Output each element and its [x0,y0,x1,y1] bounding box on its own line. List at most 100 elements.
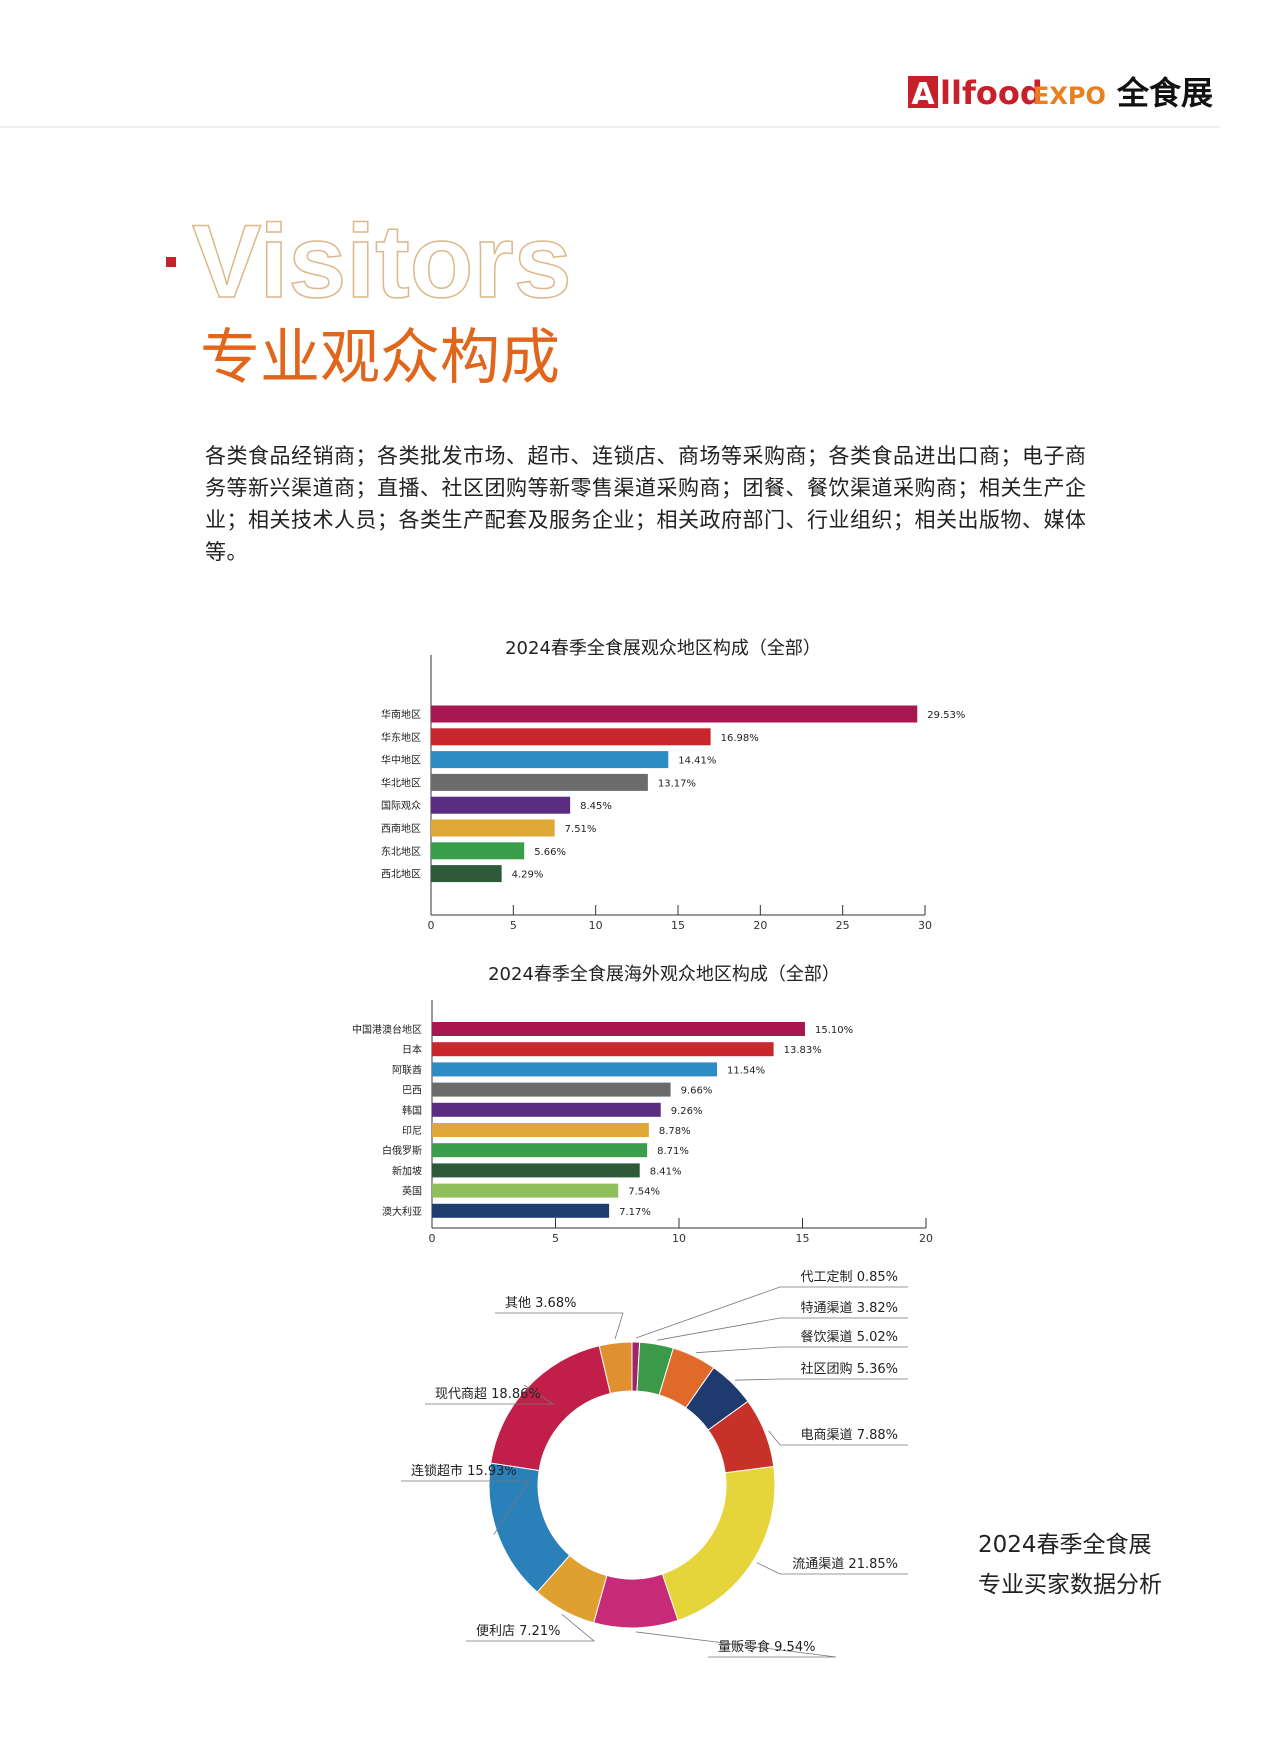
x-tick-label: 15 [796,1232,810,1245]
slice-value: 3.68% [535,1296,576,1311]
slice-category: 电商渠道 [801,1428,853,1443]
slice-category: 其他 [505,1296,531,1311]
slice-category: 现代商超 [435,1387,487,1402]
category-label: 西南地区 [381,822,421,835]
logo-box [908,76,938,108]
leader-line [401,1480,530,1536]
value-label: 9.66% [681,1086,713,1097]
bar [432,1082,671,1097]
category-label: 西北地区 [381,868,421,881]
slice-category: 连锁超市 [411,1463,463,1479]
value-label: 8.41% [650,1166,682,1177]
description: 各类食品经销商；各类批发市场、超市、连锁店、商场等采购商；各类食品进出口商；电子… [205,444,1087,564]
bar [431,819,555,837]
chart-title: 2024春季全食展观众地区构成（全部） [505,638,821,659]
slice-label: 电商渠道 7.88% [801,1428,898,1443]
bar [431,796,571,814]
logo-en: llfood [940,74,1043,112]
bar [432,1022,805,1036]
bar [431,865,502,883]
value-label: 8.78% [659,1126,691,1137]
leader-line [466,1613,596,1642]
leader-line [636,1631,837,1658]
value-label: 11.54% [727,1065,765,1076]
category-label: 华东地区 [381,731,421,744]
x-tick-label: 30 [918,919,932,932]
x-tick-label: 10 [672,1232,686,1245]
category-label: 印尼 [402,1125,422,1137]
slice-label: 其他 3.68% [505,1296,576,1311]
category-label: 国际观众 [381,800,421,812]
slice-category: 社区团购 [801,1361,853,1377]
value-label: 5.66% [534,847,566,858]
leader-line [425,1384,555,1405]
logo-cn: 全食展 [1116,74,1213,112]
slice-label: 便利店 7.21% [476,1624,560,1639]
value-label: 8.45% [580,801,612,812]
donut-slice [490,1345,612,1472]
slice-label: 餐饮渠道 5.02% [801,1329,898,1345]
slice-label: 特通渠道 3.82% [801,1301,898,1316]
value-label: 4.29% [512,870,544,881]
logo-expo: EXPO [1033,82,1106,110]
slice-label: 社区团购 5.36% [801,1361,898,1377]
bar [431,773,648,791]
donut-slice [598,1341,633,1395]
bar [432,1183,619,1198]
value-label: 13.83% [784,1045,822,1056]
leader-line [635,1286,908,1339]
logo-a: A [911,77,935,112]
category-label: 新加坡 [392,1164,422,1177]
category-label: 英国 [402,1185,422,1198]
slice-value: 7.88% [857,1428,898,1443]
slice-category: 餐饮渠道 [801,1329,853,1345]
category-label: 东北地区 [381,845,421,858]
value-label: 16.98% [721,733,759,744]
bar [432,1123,649,1137]
value-label: 7.17% [619,1207,651,1218]
slice-value: 7.21% [519,1624,560,1639]
x-tick-label: 25 [836,919,850,932]
category-label: 华北地区 [381,776,421,789]
slice-label: 流通渠道 21.85% [792,1557,898,1572]
x-tick-label: 0 [428,919,435,932]
slice-value: 5.02% [857,1330,898,1345]
slice-label: 量贩零食 9.54% [718,1639,815,1655]
value-label: 14.41% [678,756,716,767]
slice-value: 0.85% [857,1270,898,1285]
slice-value: 18.86% [491,1387,541,1402]
leader-line [696,1346,908,1354]
x-tick-label: 0 [429,1232,436,1245]
caption: 专业买家数据分析 [978,1572,1162,1598]
category-label: 澳大利亚 [382,1205,422,1218]
x-tick-label: 20 [753,919,767,932]
bar [431,728,711,746]
value-label: 8.71% [657,1146,689,1157]
value-label: 13.17% [658,778,696,789]
title-en: Visitors [192,204,572,320]
slice-value: 15.93% [467,1464,517,1479]
leader-line [735,1378,908,1381]
slice-category: 特通渠道 [801,1301,853,1316]
chart-title: 2024春季全食展海外观众地区构成（全部） [488,964,840,985]
value-label: 9.26% [671,1106,703,1117]
x-tick-label: 20 [919,1232,933,1245]
value-label: 15.10% [815,1025,853,1036]
bar [432,1203,610,1218]
bar [431,842,525,860]
category-label: 阿联酋 [392,1063,422,1076]
bullet [166,257,176,267]
x-tick-label: 5 [552,1232,559,1245]
leader-line [657,1317,908,1341]
slice-label: 现代商超 18.86% [435,1387,541,1402]
slice-value: 5.36% [857,1362,898,1377]
bar [431,705,918,723]
x-tick-label: 15 [671,919,685,932]
slice-category: 便利店 [476,1624,515,1639]
x-tick-label: 10 [589,919,603,932]
slice-value: 21.85% [848,1557,898,1572]
slice-category: 流通渠道 [792,1557,844,1572]
donut-slice [593,1573,679,1629]
